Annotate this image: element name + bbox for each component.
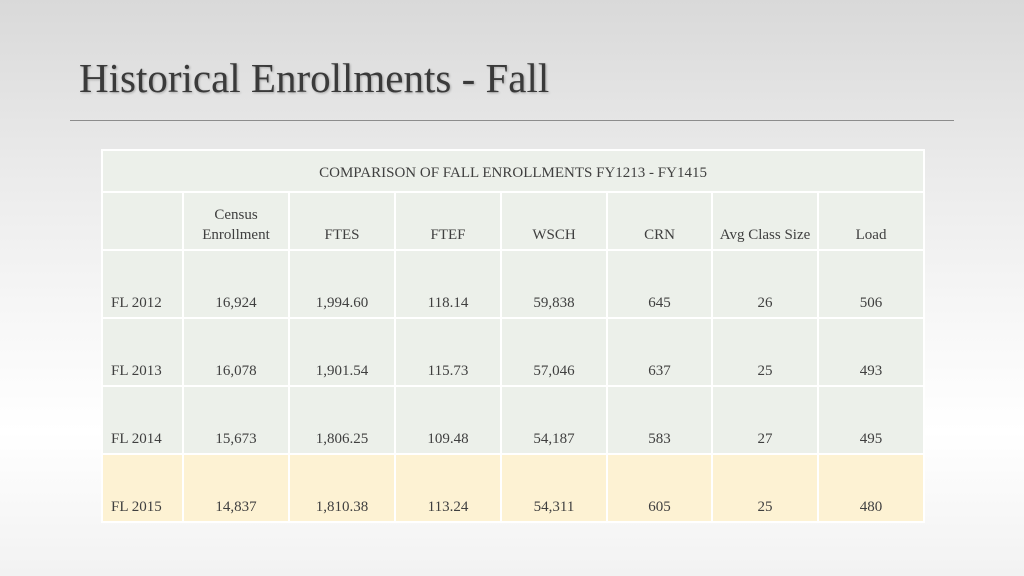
load-cell: 506 xyxy=(816,249,926,319)
ftef-cell: 115.73 xyxy=(394,317,502,387)
ftes-cell: 1,806.25 xyxy=(288,385,396,455)
table-row: FL 2014 15,673 1,806.25 109.48 54,187 583 27 49… xyxy=(101,385,926,455)
census-enrollment-cell: 14,837 xyxy=(182,453,290,523)
ftef-cell: 118.14 xyxy=(394,249,502,319)
table-caption-row: COMPARISON OF FALL ENROLLMENTS FY1213 - … xyxy=(100,149,926,193)
column-header-avg-class-size: Avg Class Size xyxy=(711,191,819,251)
slide-title: Historical Enrollments - Fall xyxy=(79,55,550,101)
avg-class-size-cell: 27 xyxy=(711,385,819,455)
row-label: FL 2013 xyxy=(101,317,184,387)
load-cell: 495 xyxy=(816,385,926,455)
table-caption: COMPARISON OF FALL ENROLLMENTS FY1213 - … xyxy=(100,149,926,193)
row-label: FL 2014 xyxy=(101,385,184,455)
table-row: FL 2013 16,078 1,901.54 115.73 57,046 637 25 49… xyxy=(101,317,926,387)
column-header-load: Load xyxy=(816,191,926,251)
crn-cell: 637 xyxy=(606,317,713,387)
avg-class-size-cell: 26 xyxy=(711,249,819,319)
column-header-census-enrollment: Census Enrollment xyxy=(182,191,290,251)
load-cell: 480 xyxy=(816,453,926,523)
crn-cell: 583 xyxy=(606,385,713,455)
table-row: FL 2012 16,924 1,994.60 118.14 59,838 645 26 50… xyxy=(101,249,926,319)
wsch-cell: 57,046 xyxy=(500,317,608,387)
column-header-blank xyxy=(101,191,184,251)
avg-class-size-cell: 25 xyxy=(711,453,819,523)
avg-class-size-cell: 25 xyxy=(711,317,819,387)
ftef-cell: 113.24 xyxy=(394,453,502,523)
wsch-cell: 59,838 xyxy=(500,249,608,319)
row-label: FL 2015 xyxy=(101,453,184,523)
ftes-cell: 1,901.54 xyxy=(288,317,396,387)
column-header-ftef: FTEF xyxy=(394,191,502,251)
ftef-cell: 109.48 xyxy=(394,385,502,455)
crn-cell: 645 xyxy=(606,249,713,319)
column-header-wsch: WSCH xyxy=(500,191,608,251)
ftes-cell: 1,810.38 xyxy=(288,453,396,523)
wsch-cell: 54,187 xyxy=(500,385,608,455)
title-divider xyxy=(70,120,954,121)
table-row: FL 2015 14,837 1,810.38 113.24 54,311 605 25 48… xyxy=(101,453,926,523)
census-enrollment-cell: 16,924 xyxy=(182,249,290,319)
census-enrollment-cell: 15,673 xyxy=(182,385,290,455)
census-enrollment-cell: 16,078 xyxy=(182,317,290,387)
row-label: FL 2012 xyxy=(101,249,184,319)
column-header-crn: CRN xyxy=(606,191,713,251)
crn-cell: 605 xyxy=(606,453,713,523)
enrollment-table: COMPARISON OF FALL ENROLLMENTS FY1213 - … xyxy=(100,149,926,523)
wsch-cell: 54,311 xyxy=(500,453,608,523)
load-cell: 493 xyxy=(816,317,926,387)
ftes-cell: 1,994.60 xyxy=(288,249,396,319)
column-header-ftes: FTES xyxy=(288,191,396,251)
table-header-row: Census Enrollment FTES FTEF WSCH CRN Avg… xyxy=(101,191,926,251)
